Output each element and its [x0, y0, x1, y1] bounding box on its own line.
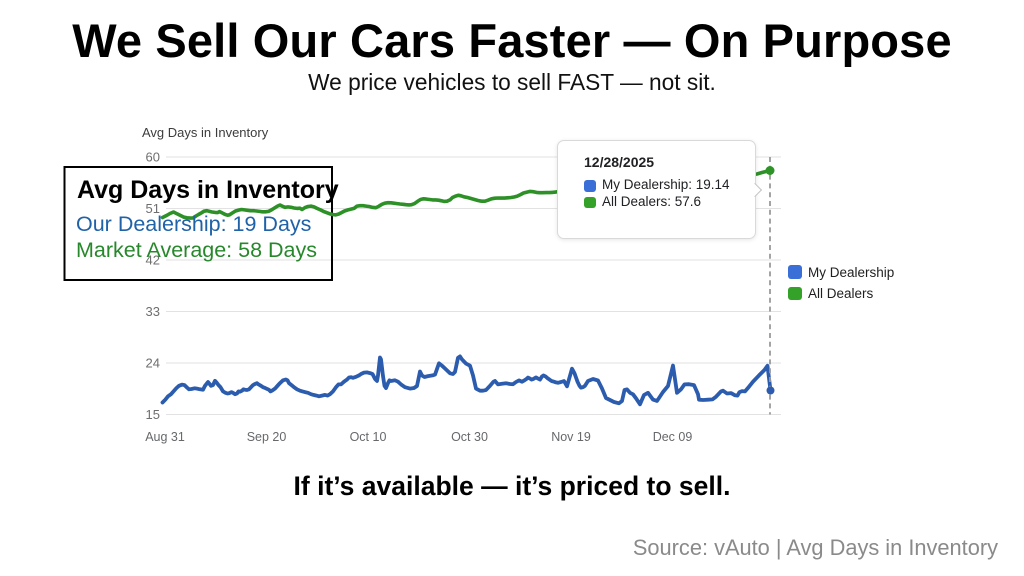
svg-text:Oct 10: Oct 10: [350, 430, 387, 444]
svg-text:24: 24: [146, 356, 160, 371]
svg-text:42: 42: [146, 253, 160, 268]
svg-text:Avg Days in Inventory: Avg Days in Inventory: [142, 125, 269, 140]
svg-text:33: 33: [146, 304, 160, 319]
svg-text:Sep 20: Sep 20: [247, 430, 287, 444]
svg-text:Aug 31: Aug 31: [145, 430, 185, 444]
svg-text:51: 51: [146, 201, 160, 216]
svg-text:Oct 30: Oct 30: [451, 430, 488, 444]
svg-text:60: 60: [146, 150, 160, 165]
svg-text:15: 15: [146, 407, 160, 422]
svg-text:Nov 19: Nov 19: [551, 430, 591, 444]
svg-text:Dec 09: Dec 09: [653, 430, 693, 444]
